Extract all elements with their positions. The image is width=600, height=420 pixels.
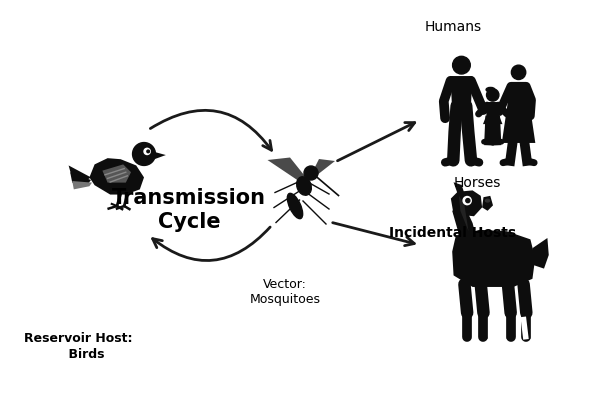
Circle shape bbox=[511, 65, 526, 79]
Polygon shape bbox=[459, 196, 469, 231]
Circle shape bbox=[463, 197, 471, 205]
Polygon shape bbox=[451, 190, 482, 216]
Polygon shape bbox=[483, 116, 502, 124]
Ellipse shape bbox=[507, 336, 514, 340]
Polygon shape bbox=[68, 165, 91, 180]
FancyArrowPatch shape bbox=[152, 227, 270, 260]
FancyArrowPatch shape bbox=[337, 123, 415, 161]
Polygon shape bbox=[103, 164, 131, 183]
Polygon shape bbox=[451, 76, 472, 106]
Ellipse shape bbox=[485, 199, 490, 202]
Circle shape bbox=[144, 148, 150, 155]
Circle shape bbox=[466, 199, 470, 202]
Text: Humans: Humans bbox=[424, 20, 482, 34]
Text: Vector:
Mosquitoes: Vector: Mosquitoes bbox=[250, 278, 320, 306]
Circle shape bbox=[304, 166, 318, 180]
Text: Horses: Horses bbox=[454, 176, 500, 190]
Polygon shape bbox=[70, 172, 91, 184]
Polygon shape bbox=[72, 181, 92, 189]
FancyArrowPatch shape bbox=[151, 110, 272, 150]
Ellipse shape bbox=[464, 336, 470, 340]
Polygon shape bbox=[454, 182, 464, 194]
Polygon shape bbox=[452, 230, 535, 287]
FancyArrowPatch shape bbox=[332, 223, 414, 246]
Text: Incidental Hosts: Incidental Hosts bbox=[389, 226, 517, 240]
Circle shape bbox=[147, 150, 149, 153]
Circle shape bbox=[133, 142, 155, 165]
Circle shape bbox=[487, 89, 499, 101]
Polygon shape bbox=[268, 158, 306, 183]
Ellipse shape bbox=[287, 193, 302, 219]
Text: Transmission
Cycle: Transmission Cycle bbox=[112, 189, 266, 231]
Ellipse shape bbox=[296, 177, 311, 195]
Ellipse shape bbox=[486, 87, 495, 92]
Polygon shape bbox=[154, 152, 166, 159]
Polygon shape bbox=[452, 205, 476, 239]
Ellipse shape bbox=[480, 336, 487, 340]
Circle shape bbox=[452, 56, 470, 74]
Polygon shape bbox=[89, 158, 144, 194]
Polygon shape bbox=[482, 196, 493, 211]
Polygon shape bbox=[308, 159, 335, 183]
Polygon shape bbox=[486, 102, 499, 121]
Ellipse shape bbox=[523, 336, 530, 340]
Polygon shape bbox=[502, 82, 535, 143]
Text: Reservoir Host:
    Birds: Reservoir Host: Birds bbox=[24, 333, 132, 360]
Polygon shape bbox=[532, 238, 549, 269]
